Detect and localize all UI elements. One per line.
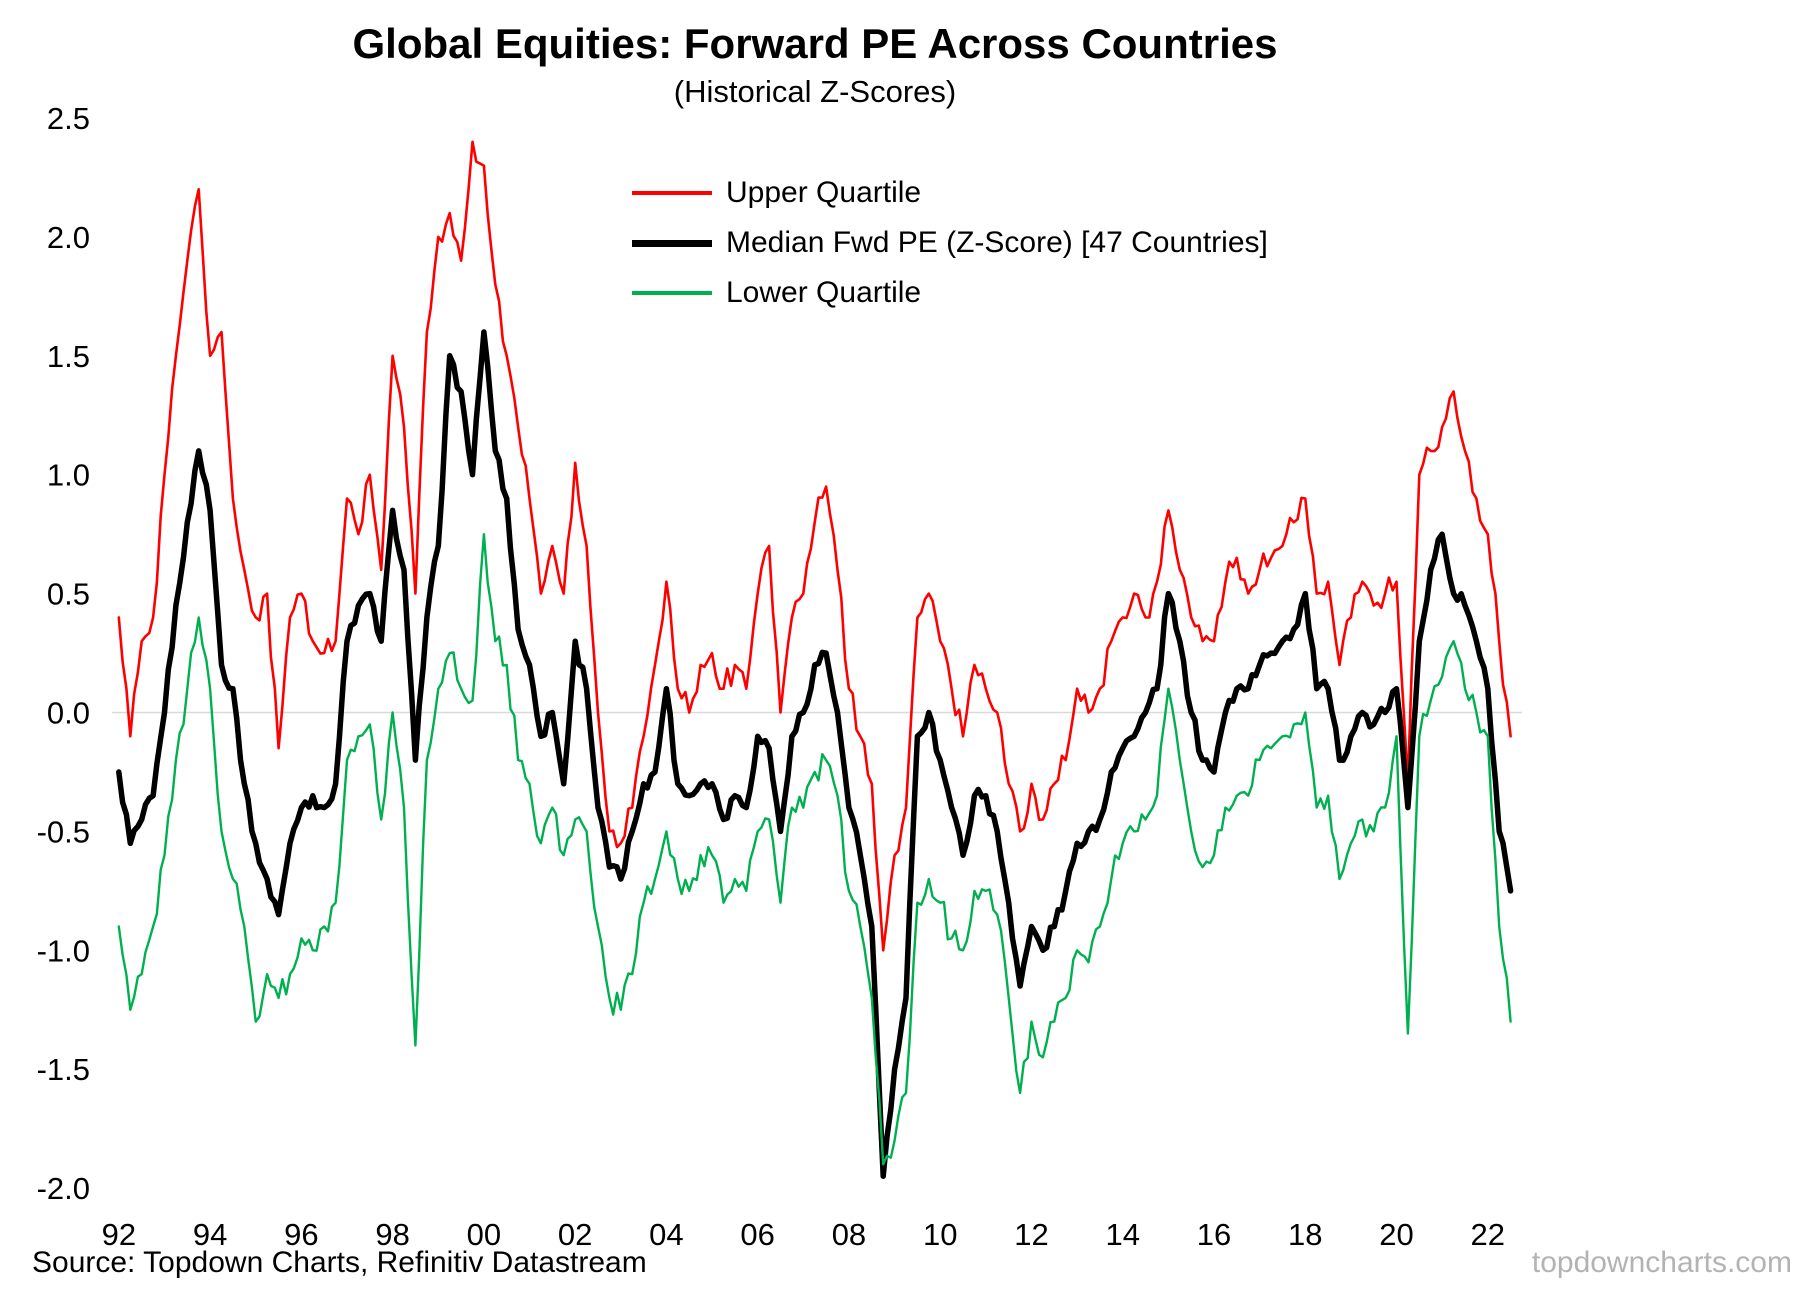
x-tick-label: 12 — [1014, 1217, 1048, 1252]
y-tick-label: 2.0 — [47, 220, 90, 255]
source-credit: Source: Topdown Charts, Refinitiv Datast… — [32, 1246, 647, 1279]
series-line-upper-quartile — [117, 140, 1512, 952]
x-tick-label: 18 — [1288, 1217, 1322, 1252]
y-tick-label: -1.0 — [37, 933, 90, 968]
x-tick-label: 20 — [1379, 1217, 1413, 1252]
legend-label-median: Median Fwd PE (Z-Score) [47 Countries] — [726, 226, 1268, 259]
x-tick-label: 96 — [284, 1217, 318, 1252]
legend-label-upper-quartile: Upper Quartile — [726, 176, 922, 209]
y-tick-label: -0.5 — [37, 814, 90, 849]
watermark-link[interactable]: topdowncharts.com — [1531, 1246, 1792, 1279]
y-tick-label: 2.5 — [47, 101, 90, 136]
y-tick-label: 0.5 — [47, 577, 90, 612]
legend-item-median: Median Fwd PE (Z-Score) [47 Countries] — [632, 218, 1268, 268]
x-tick-label: 16 — [1197, 1217, 1231, 1252]
x-tick-label: 02 — [558, 1217, 592, 1252]
x-tick-label: 10 — [923, 1217, 957, 1252]
y-tick-label: 1.0 — [47, 458, 90, 493]
x-tick-label: 08 — [832, 1217, 866, 1252]
x-tick-label: 04 — [649, 1217, 683, 1252]
x-tick-label: 00 — [467, 1217, 501, 1252]
chart-subtitle: (Historical Z-Scores) — [673, 74, 957, 109]
series-line-median-fwd-pe-z-score-47-countries — [116, 329, 1514, 1179]
upper-quartile-line-swatch — [632, 191, 712, 195]
chart-title: Global Equities: Forward PE Across Count… — [352, 20, 1278, 67]
legend-item-lower-quartile: Lower Quartile — [632, 268, 1268, 318]
y-tick-label: -1.5 — [37, 1052, 90, 1087]
median-line-swatch — [632, 239, 712, 247]
y-tick-label: -2.0 — [37, 1171, 90, 1206]
x-tick-label: 06 — [740, 1217, 774, 1252]
x-tick-label: 94 — [193, 1217, 227, 1252]
x-tick-label: 14 — [1105, 1217, 1139, 1252]
x-tick-label: 98 — [375, 1217, 409, 1252]
legend-label-lower-quartile: Lower Quartile — [726, 276, 922, 309]
x-tick-label: 22 — [1471, 1217, 1505, 1252]
legend-item-upper-quartile: Upper Quartile — [632, 168, 1268, 218]
lower-quartile-line-swatch — [632, 291, 712, 295]
series-line-lower-quartile — [117, 533, 1512, 1166]
y-tick-label: 1.5 — [47, 339, 90, 374]
x-tick-label: 92 — [102, 1217, 136, 1252]
y-tick-label: 0.0 — [47, 696, 90, 731]
chart-legend: Upper Quartile Median Fwd PE (Z-Score) [… — [632, 168, 1268, 318]
